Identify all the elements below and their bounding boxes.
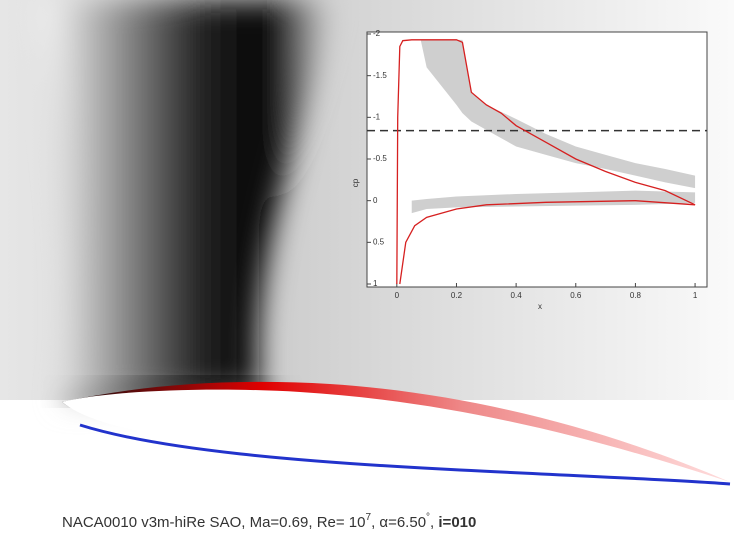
airfoil [62,389,730,482]
y-tick-label: 0 [373,196,378,205]
caption-text: , [371,514,379,531]
caption-text: NACA0010 v3m-hiRe SAO, Ma=0.69, Re= 10 [62,514,366,531]
y-tick-label: -1.5 [373,71,387,80]
x-tick-label: 0.8 [630,291,642,300]
cp-line [396,39,696,285]
caption-index: i=010 [438,514,476,531]
range-band [420,39,696,189]
lower-surface [79,423,731,486]
shock-region [40,0,330,402]
y-tick-label: -0.5 [373,154,387,163]
y-tick-label: -2 [373,29,381,38]
caption-sup: 7 [366,512,372,523]
x-axis-label: x [538,302,542,311]
y-tick-label: 1 [373,279,378,288]
caption-sup: ° [426,512,430,523]
x-tick-label: 0.2 [451,291,463,300]
y-tick-label: 0.5 [373,237,385,246]
caption: NACA0010 v3m-hiRe SAO, Ma=0.69, Re= 107,… [62,512,476,531]
y-axis-label: cp [351,178,360,187]
caption-alpha: α [379,514,388,531]
x-tick-label: 0 [395,291,400,300]
y-tick-label: -1 [373,112,381,121]
inset-plot [366,31,708,288]
caption-text: =6.50 [388,514,426,531]
caption-text: , [430,514,438,531]
x-tick-label: 0.6 [570,291,582,300]
cp-line [399,200,696,285]
x-tick-label: 0.4 [511,291,523,300]
x-tick-label: 1 [693,291,698,300]
